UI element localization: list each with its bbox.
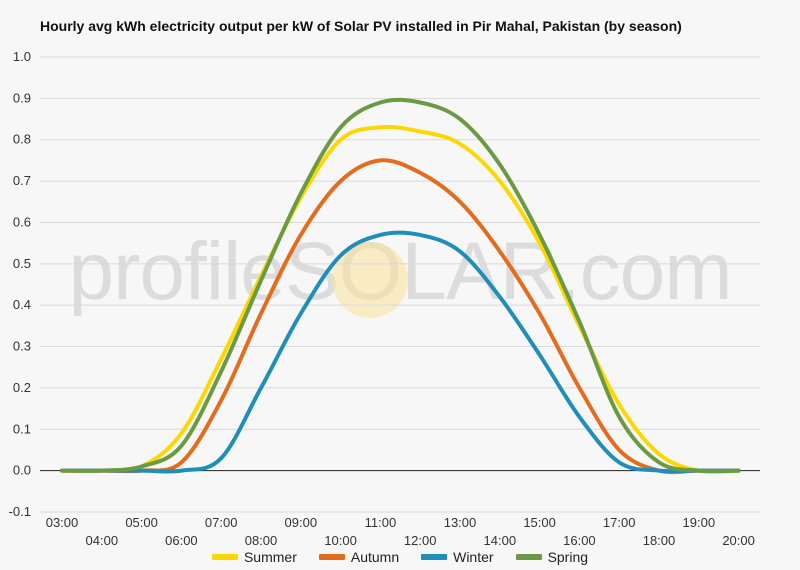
- y-tick-label: 0.3: [13, 339, 31, 354]
- series-line-summer: [60, 124, 741, 474]
- y-tick-label: -0.1: [9, 504, 31, 519]
- x-axis-tick-labels: 03:00 04:00 05:00 06:00 07:00 08:00 09:00 10:00…: [46, 515, 755, 548]
- y-tick-label: 0.2: [13, 380, 31, 395]
- series-lines: [60, 97, 741, 475]
- series-line-winter: [60, 230, 741, 474]
- x-tick-label: 16:00: [563, 533, 596, 548]
- legend-label: Winter: [453, 549, 494, 565]
- legend-swatch: [318, 554, 345, 560]
- x-tick-label: 15:00: [523, 515, 556, 530]
- x-tick-label: 10:00: [324, 533, 357, 548]
- x-tick-label: 14:00: [484, 533, 517, 548]
- y-tick-label: 0.1: [13, 421, 31, 436]
- y-tick-label: 0.6: [13, 214, 31, 229]
- legend-swatch: [421, 554, 448, 560]
- legend-label: Spring: [547, 549, 589, 565]
- x-tick-label: 06:00: [165, 533, 198, 548]
- x-tick-label: 03:00: [46, 515, 79, 530]
- legend-item-winter[interactable]: Winter: [421, 549, 494, 565]
- y-tick-label: 0.8: [13, 132, 31, 147]
- y-tick-label: 0.4: [13, 297, 31, 312]
- legend: Summer Autumn Winter Spring: [0, 549, 800, 565]
- y-tick-label: 0.0: [13, 463, 31, 478]
- legend-item-summer[interactable]: Summer: [211, 549, 297, 565]
- x-tick-label: 17:00: [603, 515, 636, 530]
- y-tick-label: 0.9: [13, 90, 31, 105]
- legend-swatch: [211, 554, 238, 560]
- x-tick-label: 07:00: [205, 515, 238, 530]
- legend-label: Autumn: [350, 549, 400, 565]
- x-tick-label: 19:00: [683, 515, 716, 530]
- legend-label: Summer: [243, 549, 297, 565]
- x-tick-label: 20:00: [722, 533, 755, 548]
- legend-item-autumn[interactable]: Autumn: [318, 549, 400, 565]
- x-tick-label: 18:00: [643, 533, 676, 548]
- x-tick-label: 12:00: [404, 533, 437, 548]
- series-line-autumn: [60, 158, 741, 475]
- x-tick-label: 04:00: [86, 533, 119, 548]
- x-tick-label: 05:00: [125, 515, 158, 530]
- legend-swatch: [515, 554, 542, 560]
- y-axis-tick-labels: 1.0 0.9 0.8 0.7 0.6 0.5 0.4 0.3 0.2 0.1 0.0 -0.1: [9, 49, 31, 519]
- chart-title: Hourly avg kWh electricity output per kW…: [40, 18, 682, 34]
- series-line-spring: [60, 97, 741, 474]
- watermark-sun-icon: [332, 242, 408, 318]
- x-tick-label: 13:00: [444, 515, 477, 530]
- y-tick-label: 1.0: [13, 49, 31, 64]
- x-tick-label: 11:00: [365, 515, 397, 530]
- x-tick-label: 09:00: [285, 515, 318, 530]
- y-tick-label: 0.7: [13, 173, 31, 188]
- legend-item-spring[interactable]: Spring: [515, 549, 589, 565]
- x-tick-label: 08:00: [245, 533, 278, 548]
- y-tick-label: 0.5: [13, 256, 31, 271]
